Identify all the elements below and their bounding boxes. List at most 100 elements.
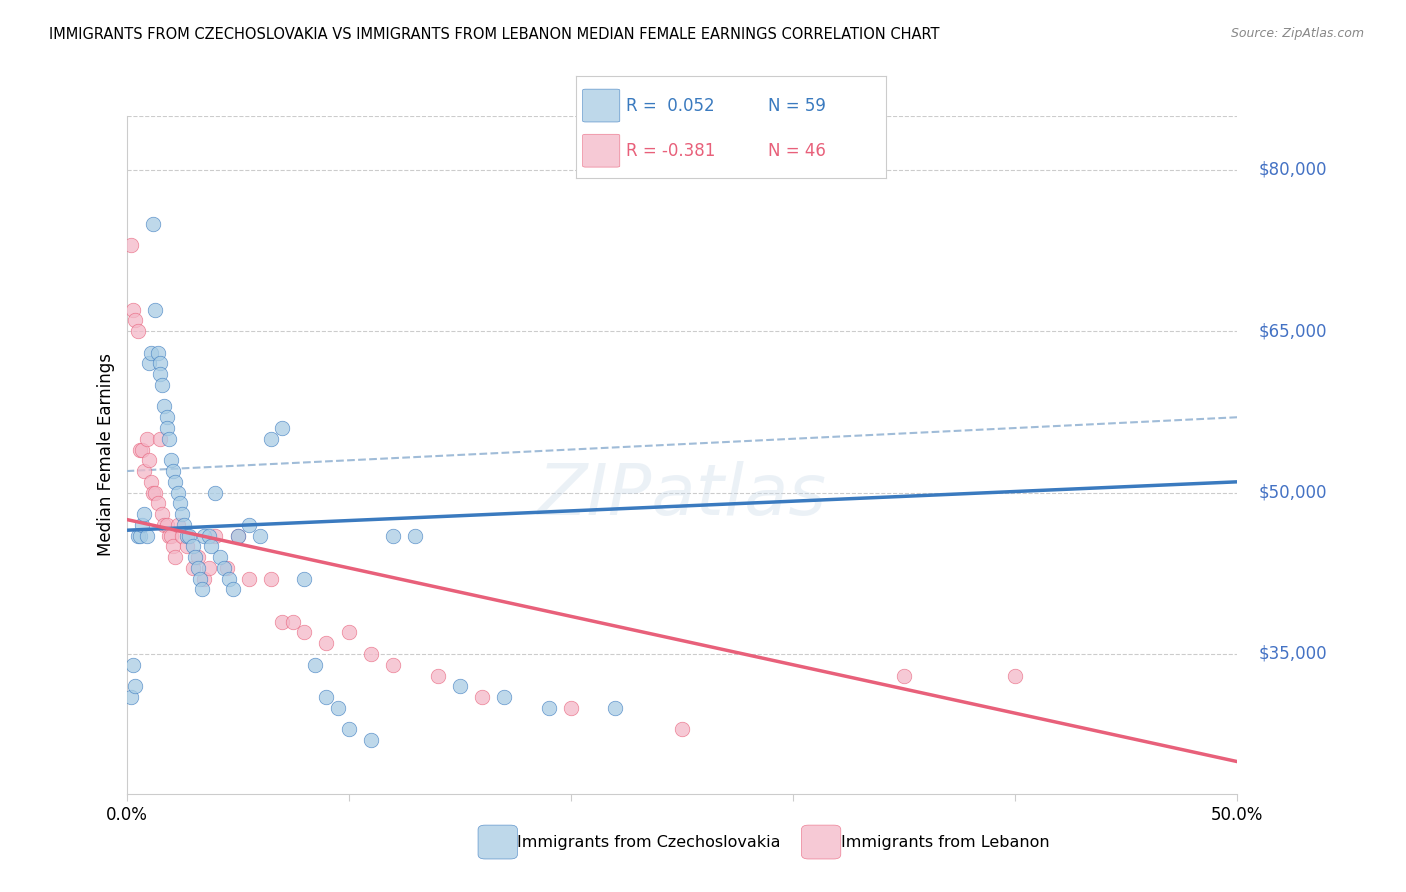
Point [226, 528, 249, 542]
Point [181, 561, 204, 575]
Point [150, 378, 173, 392]
FancyBboxPatch shape [582, 89, 620, 122]
Point [177, 528, 200, 542]
Point [360, 647, 382, 661]
Point [181, 540, 204, 554]
Point [142, 217, 165, 231]
Point [160, 453, 183, 467]
Point [120, 690, 142, 704]
Point [145, 302, 167, 317]
Point [165, 475, 187, 489]
Point [292, 572, 315, 586]
Point [127, 324, 149, 338]
Point [157, 432, 180, 446]
Text: $80,000: $80,000 [1258, 161, 1327, 178]
Text: $65,000: $65,000 [1258, 322, 1327, 340]
Point [304, 657, 326, 672]
Point [222, 582, 245, 597]
Y-axis label: Median Female Earnings: Median Female Earnings [97, 353, 115, 557]
Point [122, 302, 145, 317]
Point [449, 679, 471, 693]
Point [139, 345, 162, 359]
Point [560, 700, 582, 714]
Point [292, 625, 315, 640]
Point [146, 496, 169, 510]
Point [153, 517, 176, 532]
Point [337, 723, 360, 737]
Point [139, 475, 162, 489]
Point [155, 410, 177, 425]
Point [426, 668, 449, 682]
Point [162, 540, 184, 554]
Text: N = 46: N = 46 [768, 142, 827, 160]
Point [1004, 668, 1026, 682]
Point [494, 690, 516, 704]
Point [128, 528, 150, 542]
Point [193, 528, 215, 542]
Text: ZIPatlas: ZIPatlas [537, 461, 827, 530]
Point [155, 421, 177, 435]
Text: IMMIGRANTS FROM CZECHOSLOVAKIA VS IMMIGRANTS FROM LEBANON MEDIAN FEMALE EARNINGS: IMMIGRANTS FROM CZECHOSLOVAKIA VS IMMIGR… [49, 27, 939, 42]
Point [134, 464, 156, 478]
Text: $50,000: $50,000 [1258, 483, 1327, 501]
Point [134, 507, 156, 521]
Point [131, 517, 153, 532]
Point [893, 668, 915, 682]
Point [537, 700, 560, 714]
Point [260, 572, 283, 586]
Point [166, 485, 188, 500]
Point [238, 517, 260, 532]
Point [215, 561, 238, 575]
FancyBboxPatch shape [801, 825, 841, 859]
Point [315, 690, 337, 704]
Point [135, 528, 157, 542]
Point [160, 528, 183, 542]
Point [204, 528, 226, 542]
Point [176, 528, 198, 542]
Point [155, 517, 177, 532]
Point [187, 561, 209, 575]
Point [404, 528, 426, 542]
Point [124, 313, 146, 327]
Point [249, 528, 271, 542]
Point [157, 528, 180, 542]
Point [127, 528, 149, 542]
Text: Immigrants from Czechoslovakia: Immigrants from Czechoslovakia [517, 835, 780, 849]
Point [150, 507, 173, 521]
Point [166, 517, 188, 532]
Point [200, 540, 222, 554]
Point [326, 700, 349, 714]
Point [122, 657, 145, 672]
Point [176, 540, 198, 554]
Point [169, 496, 191, 510]
Point [128, 442, 150, 457]
Point [149, 432, 172, 446]
Point [142, 485, 165, 500]
Point [188, 572, 211, 586]
Point [208, 550, 231, 565]
Point [382, 528, 405, 542]
Point [146, 345, 169, 359]
Text: Source: ZipAtlas.com: Source: ZipAtlas.com [1230, 27, 1364, 40]
Point [124, 679, 146, 693]
Point [162, 464, 184, 478]
FancyBboxPatch shape [582, 135, 620, 167]
Point [315, 636, 337, 650]
Point [271, 615, 294, 629]
Point [149, 368, 172, 382]
Point [204, 485, 226, 500]
Text: N = 59: N = 59 [768, 96, 827, 114]
Point [165, 550, 187, 565]
Point [149, 356, 172, 370]
Point [271, 421, 294, 435]
Point [360, 733, 382, 747]
Point [187, 550, 209, 565]
Point [131, 442, 153, 457]
Point [218, 572, 240, 586]
Point [214, 561, 236, 575]
Point [138, 453, 160, 467]
Point [138, 356, 160, 370]
Point [382, 657, 405, 672]
Point [197, 528, 219, 542]
Text: Immigrants from Lebanon: Immigrants from Lebanon [841, 835, 1049, 849]
